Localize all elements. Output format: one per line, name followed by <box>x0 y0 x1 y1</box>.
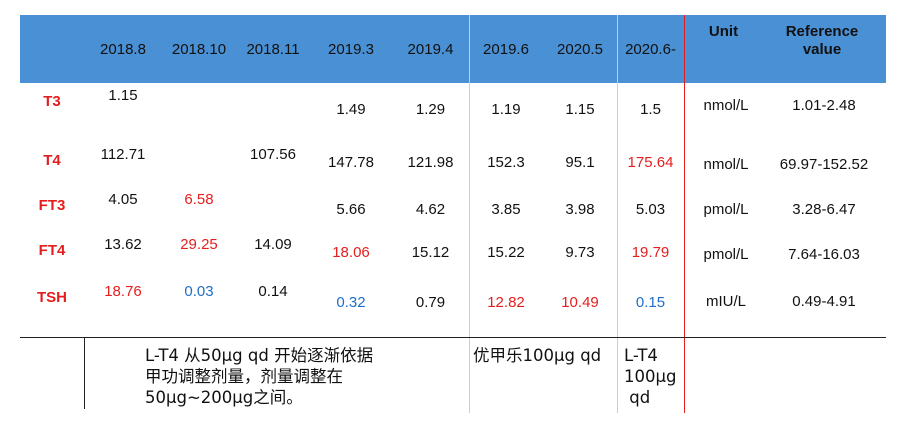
table-cell: 0.15 <box>635 294 666 311</box>
reference-cell: 1.01-2.48 <box>792 97 856 114</box>
table-cell: 0.03 <box>184 283 214 300</box>
reference-cell: 0.49-4.91 <box>792 293 856 310</box>
date-column-header: 2018.10 <box>171 40 227 58</box>
table-cell: 29.25 <box>180 236 218 253</box>
table-cell: 95.1 <box>565 154 595 171</box>
row-label: T4 <box>43 152 61 169</box>
period-divider-orange <box>617 15 618 413</box>
table-cell: 14.09 <box>254 236 292 253</box>
thyroid-function-table: 2018.8 2018.10 2018.11 2019.3 2019.4 2019.6 20… <box>20 15 886 413</box>
table-cell: 4.05 <box>108 191 138 208</box>
row-label: T3 <box>43 93 61 110</box>
table-header <box>20 15 886 83</box>
table-cell: 1.5 <box>640 101 661 118</box>
table-cell: 1.49 <box>336 101 366 118</box>
reference-cell: 3.28-6.47 <box>792 201 856 218</box>
table-cell: 1.15 <box>108 87 138 104</box>
unit-cell: pmol/L <box>703 201 749 218</box>
table-cell: 5.66 <box>336 201 366 218</box>
table-cell: 152.3 <box>487 154 525 171</box>
table-divider <box>20 337 886 338</box>
table-cell: 3.98 <box>565 201 595 218</box>
treatment-note-lt4-100: L-T4 100μg qd <box>624 346 677 407</box>
row-label: FT4 <box>38 242 66 259</box>
column-divider <box>84 337 85 409</box>
table-cell: 18.76 <box>104 283 142 300</box>
table-cell: 0.14 <box>258 283 288 300</box>
table-cell: 0.79 <box>415 294 446 311</box>
table-cell: 6.58 <box>184 191 214 208</box>
date-column-header: 2019.4 <box>407 40 454 58</box>
date-column-header: 2020.6- <box>625 40 676 58</box>
treatment-note-euthyrox: 优甲乐100μg qd <box>473 346 602 365</box>
unit-cell: nmol/L <box>703 97 749 114</box>
reference-cell: 69.97-152.52 <box>779 156 869 173</box>
period-divider-red <box>684 15 685 413</box>
table-cell: 4.62 <box>415 201 446 218</box>
table-cell: 147.78 <box>328 154 374 171</box>
table-cell: 1.15 <box>565 101 595 118</box>
treatment-note-lt4-titration: L-T4 从50μg qd 开始逐渐依据 甲功调整剂量，剂量调整在 50μg~2… <box>145 346 374 407</box>
table-cell: 3.85 <box>491 201 521 218</box>
unit-cell: nmol/L <box>703 156 749 173</box>
table-cell: 1.29 <box>415 101 446 118</box>
table-cell: 19.79 <box>631 244 670 261</box>
table-cell: 1.19 <box>491 101 521 118</box>
table-cell: 107.56 <box>250 146 296 163</box>
date-column-header: 2019.6 <box>483 40 529 58</box>
unit-cell: pmol/L <box>703 246 749 263</box>
table-cell: 12.82 <box>487 294 525 311</box>
date-column-header: 2018.11 <box>246 40 300 58</box>
table-cell: 175.64 <box>627 154 674 171</box>
table-cell: 15.22 <box>487 244 525 261</box>
table-cell: 15.12 <box>411 244 450 261</box>
reference-header: Reference value <box>785 23 859 58</box>
table-cell: 10.49 <box>561 294 599 311</box>
table-cell: 18.06 <box>332 244 370 261</box>
date-column-header: 2020.5 <box>557 40 603 58</box>
unit-cell: mIU/L <box>705 293 746 310</box>
unit-header: Unit <box>708 23 739 40</box>
date-column-header: 2019.3 <box>328 40 374 58</box>
table-cell: 9.73 <box>565 244 595 261</box>
row-label: FT3 <box>38 197 66 214</box>
row-label: TSH <box>37 289 67 306</box>
reference-cell: 7.64-16.03 <box>788 246 860 263</box>
table-cell: 5.03 <box>635 201 666 218</box>
date-column-header: 2018.8 <box>100 40 146 58</box>
table-cell: 112.71 <box>100 146 146 163</box>
table-cell: 121.98 <box>407 154 454 171</box>
table-cell: 0.32 <box>336 294 366 311</box>
period-divider-orange <box>469 15 470 413</box>
table-cell: 13.62 <box>104 236 142 253</box>
